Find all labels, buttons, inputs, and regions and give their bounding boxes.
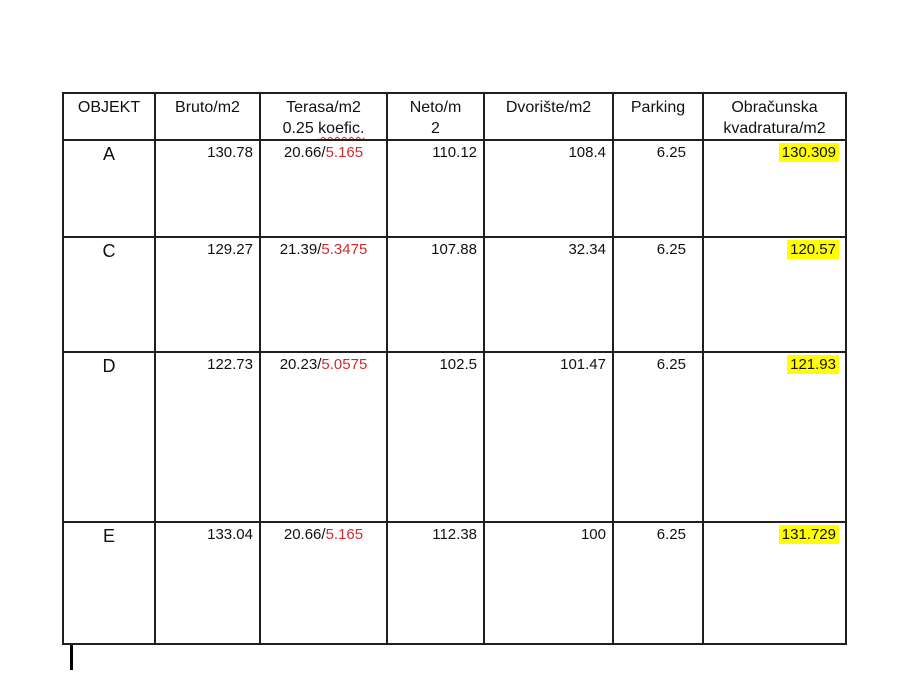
header-neto-sublabel: 2 [431, 120, 440, 137]
highlighted-value: 131.729 [778, 525, 839, 544]
table-row-d: D 122.73 20.23/5.0575 102.5 101.47 6.25 … [62, 351, 847, 523]
highlighted-value: 130.309 [778, 143, 839, 162]
header-parking: Parking [612, 92, 704, 141]
header-terasa: Terasa/m2 0.25 koefic. [259, 92, 388, 141]
highlighted-value: 121.93 [787, 355, 839, 374]
header-objekt-label: OBJEKT [77, 99, 141, 116]
table-header-row: OBJEKT Bruto/m2 Terasa/m2 0.25 koefic. N… [62, 92, 847, 141]
cell-obracunska: 121.93 [702, 351, 847, 523]
misspelled-word: koefic. [318, 120, 365, 137]
cell-parking: 6.25 [612, 139, 704, 238]
cell-parking: 6.25 [612, 351, 704, 523]
cell-dvoriste: 100 [483, 521, 614, 645]
cell-objekt: E [62, 521, 156, 645]
table-row-c: C 129.27 21.39/5.3475 107.88 32.34 6.25 … [62, 236, 847, 353]
area-calculation-table: OBJEKT Bruto/m2 Terasa/m2 0.25 koefic. N… [62, 92, 847, 645]
terasa-value: 20.66/ [283, 144, 326, 161]
terasa-value: 20.66/ [283, 526, 326, 543]
highlighted-value: 120.57 [787, 240, 839, 259]
cell-neto: 112.38 [386, 521, 485, 645]
terasa-coefficient-value: 5.165 [325, 144, 364, 161]
terasa-coefficient-value: 5.0575 [321, 356, 368, 373]
text-cursor [70, 645, 73, 670]
cell-parking: 6.25 [612, 236, 704, 353]
cell-bruto: 133.04 [154, 521, 261, 645]
cell-terasa: 20.66/5.165 [259, 521, 388, 645]
header-dvoriste: Dvorište/m2 [483, 92, 614, 141]
header-obracunska: Obračunska kvadratura/m2 [702, 92, 847, 141]
cell-bruto: 130.78 [154, 139, 261, 238]
terasa-coefficient-value: 5.3475 [321, 241, 368, 258]
cell-dvoriste: 32.34 [483, 236, 614, 353]
terasa-value: 20.23/ [279, 356, 322, 373]
header-terasa-sublabel: 0.25 koefic. [282, 120, 365, 137]
cell-dvoriste: 101.47 [483, 351, 614, 523]
cell-bruto: 129.27 [154, 236, 261, 353]
cell-obracunska: 130.309 [702, 139, 847, 238]
table-row-e: E 133.04 20.66/5.165 112.38 100 6.25 131… [62, 521, 847, 645]
terasa-coefficient-value: 5.165 [325, 526, 364, 543]
cell-dvoriste: 108.4 [483, 139, 614, 238]
cell-obracunska: 131.729 [702, 521, 847, 645]
cell-objekt: D [62, 351, 156, 523]
header-bruto-label: Bruto/m2 [175, 99, 240, 116]
cell-bruto: 122.73 [154, 351, 261, 523]
header-dvoriste-label: Dvorište/m2 [505, 99, 592, 116]
cell-parking: 6.25 [612, 521, 704, 645]
header-objekt: OBJEKT [62, 92, 156, 141]
header-bruto: Bruto/m2 [154, 92, 261, 141]
cell-objekt: C [62, 236, 156, 353]
cell-objekt: A [62, 139, 156, 238]
terasa-value: 21.39/ [279, 241, 322, 258]
cell-terasa: 20.66/5.165 [259, 139, 388, 238]
header-obracunska-sublabel: kvadratura/m2 [723, 120, 826, 137]
cell-neto: 107.88 [386, 236, 485, 353]
cell-obracunska: 120.57 [702, 236, 847, 353]
header-parking-label: Parking [630, 99, 686, 116]
header-terasa-label: Terasa/m2 [286, 99, 361, 116]
cell-terasa: 20.23/5.0575 [259, 351, 388, 523]
header-neto-label: Neto/m [409, 99, 462, 116]
cell-neto: 110.12 [386, 139, 485, 238]
header-obracunska-label: Obračunska [731, 99, 818, 116]
header-neto: Neto/m 2 [386, 92, 485, 141]
cell-neto: 102.5 [386, 351, 485, 523]
table-row-a: A 130.78 20.66/5.165 110.12 108.4 6.25 1… [62, 139, 847, 238]
cell-terasa: 21.39/5.3475 [259, 236, 388, 353]
